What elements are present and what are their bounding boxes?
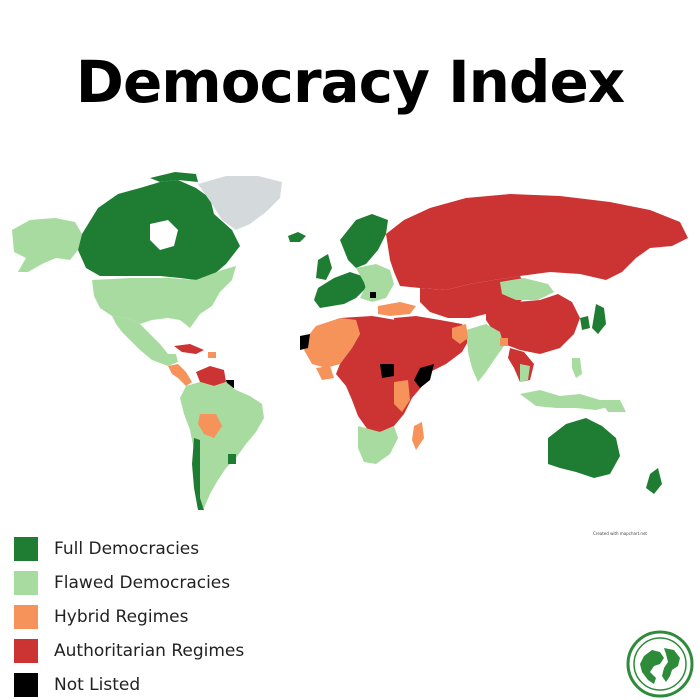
region-central-america	[168, 364, 192, 386]
region-western-europe	[314, 272, 366, 308]
region-africa-west	[304, 318, 360, 368]
legend-swatch-authoritarian	[14, 639, 38, 663]
region-arctic-islands	[150, 172, 198, 182]
legend-label-authoritarian: Authoritarian Regimes	[54, 641, 245, 661]
region-southern-africa	[358, 426, 398, 464]
region-thailand	[520, 364, 530, 382]
region-russia	[386, 194, 688, 290]
world-map	[12, 172, 688, 510]
legend-swatch-not-listed	[14, 673, 38, 697]
region-pakistan	[452, 324, 468, 344]
region-somalia	[414, 364, 434, 388]
region-south-sudan	[380, 364, 394, 378]
region-korea	[580, 316, 590, 330]
region-venezuela	[196, 366, 226, 386]
region-india	[466, 324, 504, 382]
region-philippines	[572, 358, 582, 378]
region-mexico	[112, 316, 178, 366]
region-usa	[92, 266, 236, 328]
region-bolivia	[198, 414, 222, 438]
region-eastern-europe	[356, 264, 394, 302]
region-west-africa	[316, 366, 334, 380]
map-credit: Created with mapchart.net	[593, 531, 647, 536]
page-title: Democracy Index	[75, 48, 625, 116]
region-chile	[192, 438, 204, 510]
region-hudson-bay	[150, 220, 178, 250]
region-east-africa	[394, 380, 410, 412]
region-alaska	[12, 218, 82, 272]
legend-item-flawed: Flawed Democracies	[14, 566, 244, 600]
region-uruguay	[228, 454, 236, 464]
legend: Full Democracies Flawed Democracies Hybr…	[14, 532, 244, 700]
region-greenland	[198, 176, 282, 230]
region-madagascar	[412, 422, 424, 450]
legend-swatch-flawed	[14, 571, 38, 595]
region-png	[600, 400, 626, 412]
region-china	[486, 294, 580, 354]
region-iceland	[288, 232, 306, 242]
region-bangladesh	[500, 338, 508, 346]
legend-label-not-listed: Not Listed	[54, 675, 141, 695]
legend-label-flawed: Flawed Democracies	[54, 573, 231, 593]
region-uk	[316, 254, 332, 280]
legend-label-full: Full Democracies	[54, 539, 200, 559]
legend-item-authoritarian: Authoritarian Regimes	[14, 634, 244, 668]
region-western-sahara	[300, 334, 310, 350]
legend-item-not-listed: Not Listed	[14, 668, 244, 700]
legend-swatch-hybrid	[14, 605, 38, 629]
region-cuba	[174, 344, 204, 354]
region-scandinavia	[340, 214, 388, 268]
legend-label-hybrid: Hybrid Regimes	[54, 607, 189, 627]
legend-swatch-full	[14, 537, 38, 561]
region-caribbean	[208, 352, 216, 358]
region-balkans	[370, 292, 376, 298]
region-turkey	[378, 302, 416, 316]
region-australia	[548, 418, 620, 478]
region-japan	[592, 304, 606, 334]
region-mongolia	[500, 278, 554, 300]
region-south-america	[180, 382, 264, 508]
region-indonesia	[520, 390, 612, 410]
legend-item-full: Full Democracies	[14, 532, 244, 566]
region-new-zealand	[646, 468, 662, 494]
globe-icon	[626, 630, 694, 698]
legend-item-hybrid: Hybrid Regimes	[14, 600, 244, 634]
